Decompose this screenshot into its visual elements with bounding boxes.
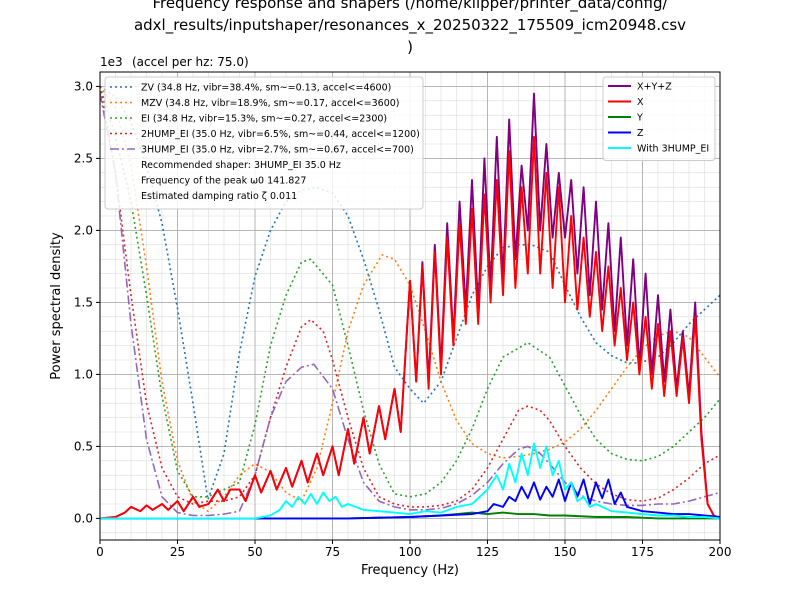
legend-psd: X+Y+Z XYZ With 3HUMP_EI <box>602 76 716 161</box>
shaper-info-line: Recommended shaper: 3HUMP_EI 35.0 Hz <box>141 160 341 171</box>
x-tick-label: 50 <box>247 545 262 559</box>
y-tick-label: 2.5 <box>74 151 93 165</box>
y-axis-label: Power spectral density <box>49 232 64 380</box>
x-axis: 0 25 50 75 100 125 150 175 200 <box>96 540 731 559</box>
legend-entry: With 3HUMP_EI <box>637 144 709 155</box>
y-tick-label: 3.0 <box>74 79 93 93</box>
series-line-with <box>100 442 721 520</box>
x-axis-label: Frequency (Hz) <box>361 563 459 578</box>
y-tick-label: 0.5 <box>74 439 93 453</box>
shaper-info-line: Estimated damping ratio ζ 0.011 <box>141 191 297 202</box>
y-tick-label: 1.0 <box>74 367 93 381</box>
legend-shapers: ZV (34.8 Hz, vibr=38.4%, sm~=0.13, accel… <box>104 76 424 210</box>
y-tick-label: 2.0 <box>74 223 93 237</box>
series-line-z <box>100 478 721 520</box>
series-line-ei <box>99 86 721 498</box>
shaper-info-line: Frequency of the peak ω0 141.827 <box>141 176 306 187</box>
y-multiplier-label: 1e3 <box>100 55 123 69</box>
legend-entry: Y <box>636 113 643 124</box>
legend-entry: 2HUMP_EI (35.0 Hz, vibr=6.5%, sm~=0.44, … <box>141 129 420 140</box>
legend-entry: MZV (34.8 Hz, vibr=18.9%, sm~=0.17, acce… <box>141 98 400 109</box>
series-line-zv <box>99 85 721 501</box>
y-axis: 0.0 0.5 1.0 1.5 2.0 2.5 3.0 <box>74 79 100 525</box>
legend-entry: Z <box>637 128 644 139</box>
legend-entry: ZV (34.8 Hz, vibr=38.4%, sm~=0.13, accel… <box>141 83 391 94</box>
x-tick-label: 125 <box>476 545 499 559</box>
x-tick-label: 200 <box>709 545 732 559</box>
legend-entry: X+Y+Z <box>637 82 672 93</box>
chart-title-line: ) <box>407 38 413 56</box>
chart-title-line: adxl_results/inputshaper/resonances_x_20… <box>134 16 686 35</box>
legend-entry: 3HUMP_EI (35.0 Hz, vibr=2.7%, sm~=0.67, … <box>141 145 414 156</box>
series-layer <box>99 85 721 520</box>
legend-entry: X <box>637 97 644 108</box>
x-tick-label: 175 <box>631 545 654 559</box>
y-tick-label: 0.0 <box>74 511 93 525</box>
series-line-x <box>99 135 721 520</box>
series-line-mzv <box>99 85 721 513</box>
x-tick-label: 0 <box>96 545 104 559</box>
chart-title: Frequency response and shapers (/home/kl… <box>134 0 686 56</box>
legend-box <box>602 76 716 161</box>
top-annotation: (accel per hz: 75.0) <box>132 55 249 69</box>
legend-entry: EI (34.8 Hz, vibr=15.3%, sm~=0.27, accel… <box>141 114 387 125</box>
legend-box <box>104 76 424 210</box>
series-line-3humpei <box>99 93 721 517</box>
y-tick-label: 1.5 <box>74 295 93 309</box>
chart-title-line: Frequency response and shapers (/home/kl… <box>152 0 668 13</box>
x-tick-label: 25 <box>170 545 185 559</box>
x-tick-label: 75 <box>325 545 340 559</box>
x-tick-label: 150 <box>554 545 577 559</box>
x-tick-label: 100 <box>399 545 422 559</box>
